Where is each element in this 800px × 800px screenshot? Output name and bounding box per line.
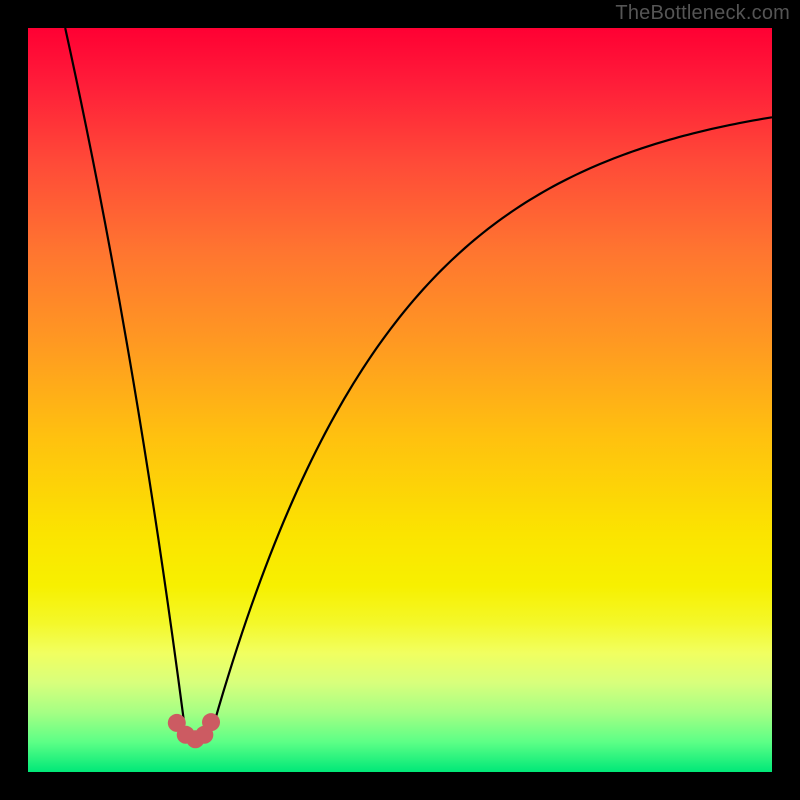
bottleneck-curve-left — [65, 28, 184, 724]
marker-cluster — [168, 713, 220, 748]
watermark-text: TheBottleneck.com — [615, 2, 790, 25]
marker-point — [202, 713, 220, 731]
plot-area — [28, 28, 772, 772]
curve-layer — [28, 28, 772, 772]
bottleneck-curve-right — [214, 117, 772, 723]
